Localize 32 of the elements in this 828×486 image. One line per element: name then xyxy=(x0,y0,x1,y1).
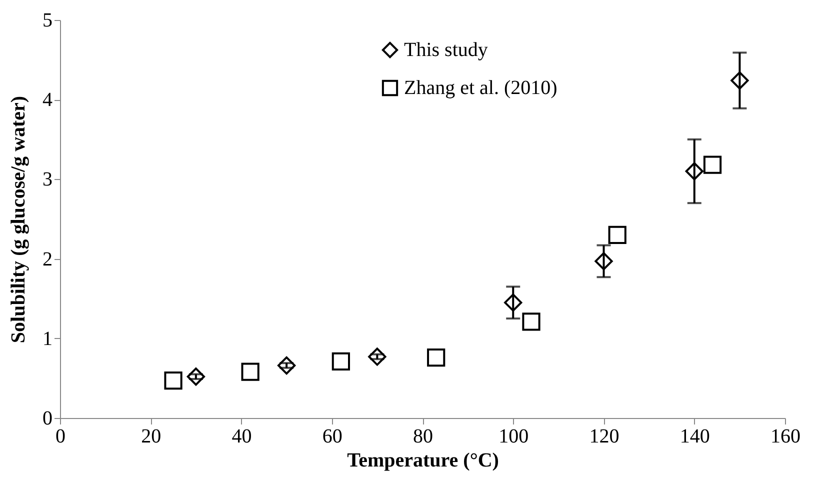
point xyxy=(685,162,704,180)
point xyxy=(368,348,386,366)
y-tick-label: 1 xyxy=(42,328,52,350)
point xyxy=(608,226,626,244)
point xyxy=(427,348,446,367)
point xyxy=(703,156,722,174)
x-tick-label: 160 xyxy=(770,426,800,448)
legend-label: This study xyxy=(404,39,488,61)
y-tick-label: 2 xyxy=(42,248,52,270)
point xyxy=(278,356,296,375)
x-axis-title: Temperature (°C) xyxy=(347,450,499,472)
point xyxy=(186,368,205,386)
x-tick-label: 100 xyxy=(498,426,529,448)
y-tick-label: 0 xyxy=(42,408,52,430)
point xyxy=(730,71,749,90)
point xyxy=(522,312,540,331)
y-axis-title: Solubility (g glucose/g water) xyxy=(8,96,30,344)
x-tick-label: 20 xyxy=(141,426,162,448)
x-tick-label: 80 xyxy=(413,426,433,448)
x-tick-label: 140 xyxy=(680,426,710,448)
y-tick-label: 3 xyxy=(42,168,52,191)
y-tick-label: 5 xyxy=(42,10,52,32)
point xyxy=(164,372,182,390)
legend-label: Zhang et al. (2010) xyxy=(404,77,558,99)
y-tick-label: 4 xyxy=(42,89,52,112)
x-tick-label: 60 xyxy=(322,426,342,448)
x-tick-label: 120 xyxy=(589,426,620,448)
point xyxy=(504,294,522,312)
point xyxy=(594,252,613,270)
point xyxy=(241,362,260,381)
point xyxy=(332,352,350,371)
x-tick-label: 40 xyxy=(232,426,252,448)
